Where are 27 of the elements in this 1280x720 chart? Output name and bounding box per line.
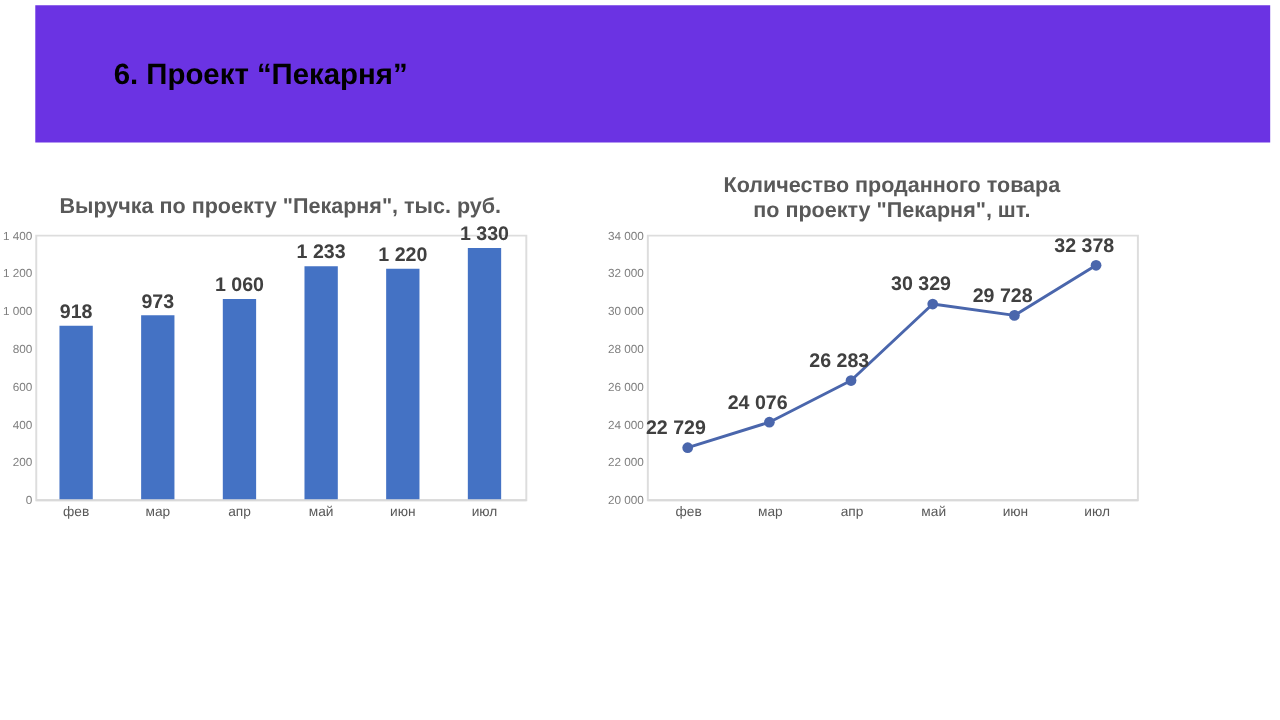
bar: [386, 268, 420, 500]
data-label: 29 728: [972, 285, 1034, 308]
data-label: 30 329: [890, 274, 953, 297]
point: [1009, 310, 1020, 321]
point: [764, 416, 775, 428]
point: [1090, 259, 1102, 271]
text: 6. Проект “Пекарня”: [113, 59, 408, 92]
data-label: 32 378: [1054, 235, 1116, 258]
data-label: 918: [59, 301, 94, 324]
bar: [141, 315, 175, 500]
point: [682, 442, 694, 454]
data-label: 973: [141, 291, 176, 314]
bar: [59, 325, 93, 500]
data-label: 22 729: [645, 417, 707, 440]
point: [845, 375, 857, 386]
data-label: 1 060: [214, 275, 266, 298]
bar: [222, 298, 257, 500]
data-label: 1 220: [378, 244, 429, 267]
data-label: 1 330: [459, 224, 511, 247]
chart-title: Выручка по проекту "Пекарня", тыс. руб.: [59, 194, 502, 219]
bar: [304, 266, 338, 500]
data-label: 1 233: [296, 242, 347, 265]
chart-title: Количество проданного товара по проекту "Пекарня", шт.: [723, 173, 1063, 224]
bar: [467, 247, 502, 500]
point: [927, 298, 939, 310]
data-label: 24 076: [727, 392, 789, 415]
data-label: 26 283: [809, 350, 871, 373]
